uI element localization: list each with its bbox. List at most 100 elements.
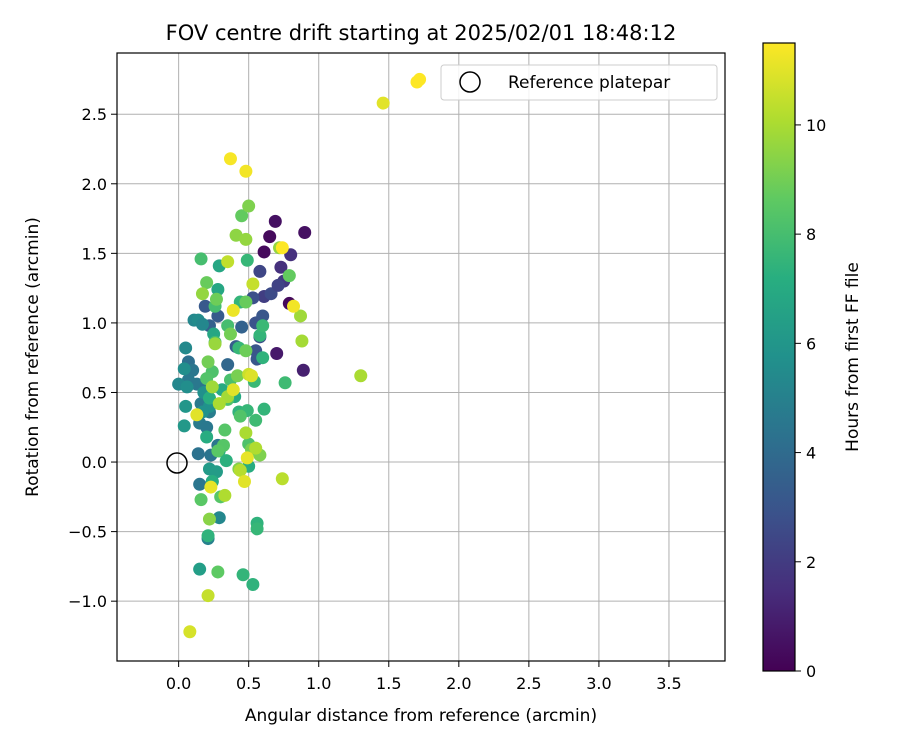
x-tick-label: 1.0 [306,674,331,693]
data-point [201,589,215,603]
colorbar-tick-label: 0 [806,662,816,681]
data-point [205,380,219,394]
data-point [193,562,207,576]
data-points [172,72,427,639]
data-point [239,344,253,358]
data-point [195,317,209,331]
y-axis-ticks: −1.0 −0.5 0.0 0.5 1.0 1.5 2.0 2.5 [68,105,117,611]
data-point [221,255,235,269]
data-point [212,511,226,525]
data-point [354,369,368,383]
reference-marker [166,452,188,474]
data-point [237,475,251,489]
data-point [194,252,208,266]
data-point [190,408,204,422]
colorbar-gradient [762,42,796,672]
data-point [268,214,282,228]
data-point [221,358,235,372]
data-point [253,328,267,342]
data-point [195,287,209,301]
data-point [239,295,253,309]
data-point [253,264,267,278]
data-point [211,565,225,579]
data-point [194,493,208,507]
data-point [200,276,214,290]
data-point [200,420,214,434]
y-tick-label: 0.5 [82,383,107,402]
y-tick-label: 2.0 [82,175,107,194]
data-point [275,472,289,486]
data-point [229,228,243,242]
legend-box [440,64,718,101]
data-point [240,253,254,267]
y-tick-label: −0.5 [68,523,107,542]
data-point [249,441,263,455]
data-point [239,164,253,178]
colorbar-label: Hours from first FF file [843,262,863,452]
data-point [235,209,249,223]
data-point [193,477,207,491]
data-point [275,241,289,255]
data-point [270,347,284,361]
data-point [209,292,223,306]
legend-entry-label: Reference platepar [508,73,670,93]
data-point [236,568,250,582]
data-point [226,383,240,397]
y-tick-label: 2.5 [82,105,107,124]
data-point [223,327,237,341]
data-point [211,444,225,458]
data-point [219,454,233,468]
data-point [296,363,310,377]
data-point [244,369,258,383]
y-tick-label: −1.0 [68,592,107,611]
data-point [226,303,240,317]
data-point [298,225,312,239]
data-point [256,309,270,323]
data-point [376,96,390,110]
data-point [218,488,232,502]
data-point [271,278,285,292]
plot-frame [116,52,726,662]
data-point [294,309,308,323]
data-point [211,283,225,297]
data-point [200,430,214,444]
data-point [295,334,309,348]
colorbar-tick-label: 2 [806,553,816,572]
data-point [230,369,244,383]
x-axis-label: Angular distance from reference (arcmin) [245,706,597,726]
colorbar-tick-label: 4 [806,444,816,463]
data-point [287,299,301,313]
data-point [212,397,226,411]
x-tick-label: 0.5 [236,674,261,693]
data-point [235,320,249,334]
colorbar-tick-label: 8 [806,225,816,244]
x-tick-label: 3.5 [656,674,681,693]
data-point [249,413,263,427]
data-point [256,351,270,365]
data-point [211,309,225,323]
data-point [201,355,215,369]
x-axis-ticks: 0.0 0.5 1.0 1.5 2.0 2.5 3.0 3.5 [166,661,682,693]
data-point [242,199,256,213]
legend: Reference platepar [440,64,718,101]
data-point [246,277,260,291]
y-tick-label: 0.0 [82,453,107,472]
data-point [179,341,193,355]
y-tick-label: 1.5 [82,244,107,263]
data-point [250,522,264,536]
data-point [208,337,222,351]
y-axis-label: Rotation from reference (arcmin) [23,217,43,497]
data-point [257,245,271,259]
x-tick-label: 2.0 [446,674,471,693]
data-point [410,75,424,89]
data-point [233,463,247,477]
x-tick-label: 1.5 [376,674,401,693]
data-point [179,399,193,413]
data-point [183,625,197,639]
data-point [282,269,296,283]
data-point [177,362,191,376]
data-point [218,423,232,437]
data-point [239,232,253,246]
data-point [204,480,218,494]
